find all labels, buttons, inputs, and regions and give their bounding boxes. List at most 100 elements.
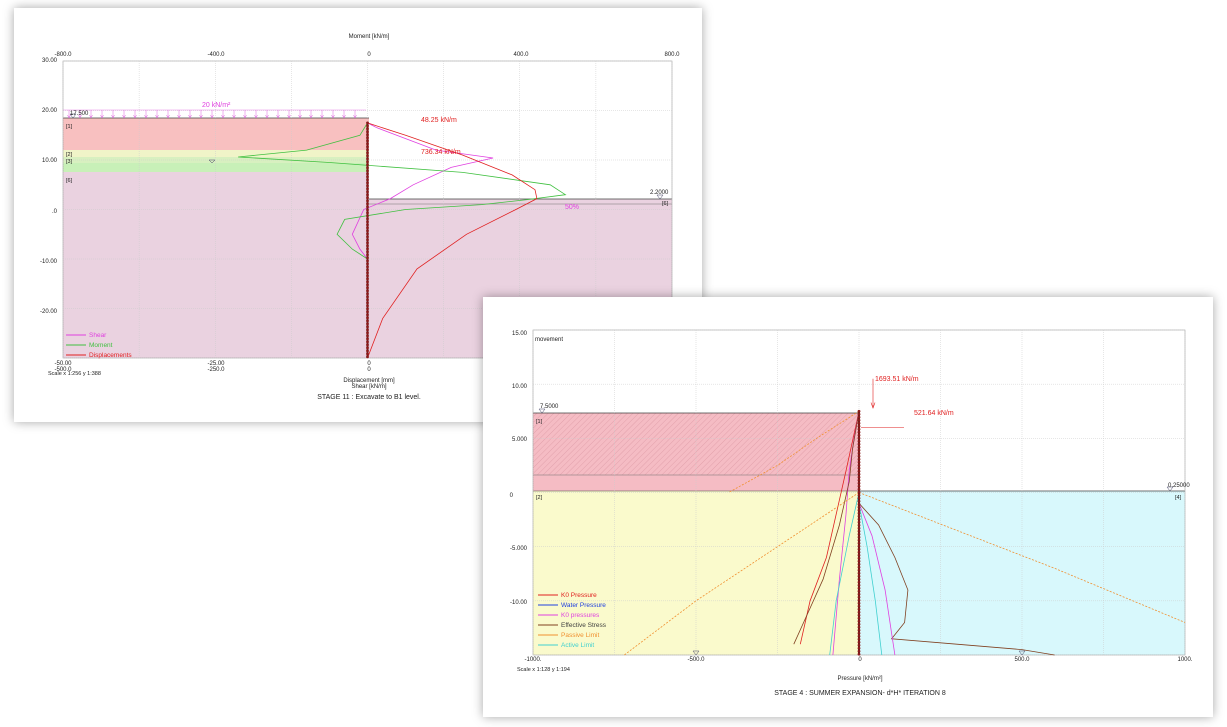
x-axis-label: Pressure [kN/m²] xyxy=(837,676,882,682)
wall-node xyxy=(366,181,369,185)
bottom-tick-1a: -50.00 xyxy=(54,361,72,367)
wall-node xyxy=(366,319,369,323)
wall-node xyxy=(366,280,369,284)
wall-node xyxy=(857,439,861,443)
wall-node xyxy=(857,574,861,578)
curves xyxy=(624,410,1186,656)
wall-node xyxy=(857,457,861,461)
wall-node xyxy=(366,124,369,128)
wall-node xyxy=(366,262,369,266)
annotation-max-1: 1693.51 kN/m xyxy=(875,376,919,383)
wall-node xyxy=(857,586,861,590)
wall-node xyxy=(857,520,861,524)
wall-node xyxy=(857,442,861,446)
water-level-icon xyxy=(1166,486,1174,492)
wall-node xyxy=(857,538,861,542)
wall-node xyxy=(857,499,861,503)
wall-node xyxy=(857,550,861,554)
wall-node xyxy=(366,193,369,197)
surcharge-arrow-head xyxy=(331,114,335,119)
wall-node xyxy=(366,310,369,314)
wall-node xyxy=(366,328,369,332)
corner-label: movement xyxy=(535,337,563,343)
annotation-percent: 50% xyxy=(565,204,579,211)
surcharge-arrow-head xyxy=(111,114,115,119)
wall-node xyxy=(366,304,369,308)
chart-panel-stage-4: movement 15.00 10.00 5.000 0 -5.000 -10.… xyxy=(483,297,1213,717)
wall-node xyxy=(857,568,861,572)
legend-active-limit: Active Limit xyxy=(561,642,594,649)
wall-node xyxy=(366,232,369,236)
x-tick-4: 500.0 xyxy=(1014,657,1030,663)
wall-node xyxy=(857,595,861,599)
wall-node xyxy=(366,337,369,341)
annotation-max-2: 521.64 kN/m xyxy=(914,410,954,417)
wall-node xyxy=(857,607,861,611)
wall-node xyxy=(366,283,369,287)
surcharge-arrow-head xyxy=(100,114,104,119)
wall-node xyxy=(857,472,861,476)
wall-node xyxy=(366,334,369,338)
wall-node xyxy=(366,346,369,350)
wall-node xyxy=(857,451,861,455)
wall-node xyxy=(857,547,861,551)
layer-2-fill xyxy=(533,491,860,655)
wall-node xyxy=(857,466,861,470)
y-tick-4: .0 xyxy=(52,209,58,215)
layer-2-fill xyxy=(63,150,369,157)
wall-node xyxy=(857,628,861,632)
bottom-tick-2a: -25.00 xyxy=(207,361,225,367)
tick-labels: Moment [kN/m] -800.0 -400.0 0 400.0 800.… xyxy=(40,34,680,401)
wall-node xyxy=(857,640,861,644)
wall-node xyxy=(857,535,861,539)
legend-effective-stress: Effective Stress xyxy=(561,622,607,629)
wall-node xyxy=(857,589,861,593)
surcharge-arrow-head xyxy=(133,114,137,119)
series-k0-pressures xyxy=(858,503,896,656)
x-axis-label-2: Shear [kN/m] xyxy=(351,384,386,390)
excavation-level: 0.25000 xyxy=(1168,483,1190,489)
wall-node xyxy=(857,526,861,530)
layer-label-3: [3] xyxy=(66,159,73,165)
wall-node xyxy=(366,184,369,188)
surcharge-arrows xyxy=(63,109,366,119)
legend: Shear Moment Displacements xyxy=(66,332,132,359)
wall-node xyxy=(857,631,861,635)
wall-node xyxy=(857,634,861,638)
wall-node xyxy=(857,436,861,440)
chart-title: STAGE 11 : Excavate to B1 level. xyxy=(317,394,421,401)
wall-node xyxy=(857,487,861,491)
surcharge-arrow-head xyxy=(309,114,313,119)
wall-node xyxy=(366,235,369,239)
water-level-icon xyxy=(69,113,77,119)
wall-node xyxy=(857,622,861,626)
legend: K0 Pressure Water Pressure K0 pressures … xyxy=(538,592,607,649)
top-tick-5: 800.0 xyxy=(664,52,680,58)
wall-node xyxy=(366,229,369,233)
top-tick-3: 0 xyxy=(367,52,371,58)
wall-node xyxy=(857,577,861,581)
wall-node xyxy=(366,214,369,218)
excavation-level: 2.2000 xyxy=(650,190,669,196)
wall-node xyxy=(857,445,861,449)
wall-node xyxy=(857,571,861,575)
y-tick-1: 30.00 xyxy=(42,58,58,64)
wall-node xyxy=(857,598,861,602)
x-tick-2: -500.0 xyxy=(687,657,705,663)
surcharge-arrow-head xyxy=(67,114,71,119)
wall-node xyxy=(857,592,861,596)
wall-node xyxy=(857,415,861,419)
y-tick-2: 20.00 xyxy=(42,108,58,114)
wall-node xyxy=(857,508,861,512)
surcharge-arrow-head xyxy=(155,114,159,119)
stage4-chart: movement 15.00 10.00 5.000 0 -5.000 -10.… xyxy=(510,329,1193,697)
wall-node xyxy=(857,610,861,614)
legend-passive-limit: Passive Limit xyxy=(561,632,599,639)
surcharge-arrow-head xyxy=(254,114,258,119)
retained-level: 7.5000 xyxy=(540,404,559,410)
water-level-icon xyxy=(692,650,700,656)
legend-shear: Shear xyxy=(89,332,107,339)
wall-node xyxy=(366,127,369,131)
wall-node xyxy=(857,460,861,464)
layer-6-fill xyxy=(63,172,369,358)
